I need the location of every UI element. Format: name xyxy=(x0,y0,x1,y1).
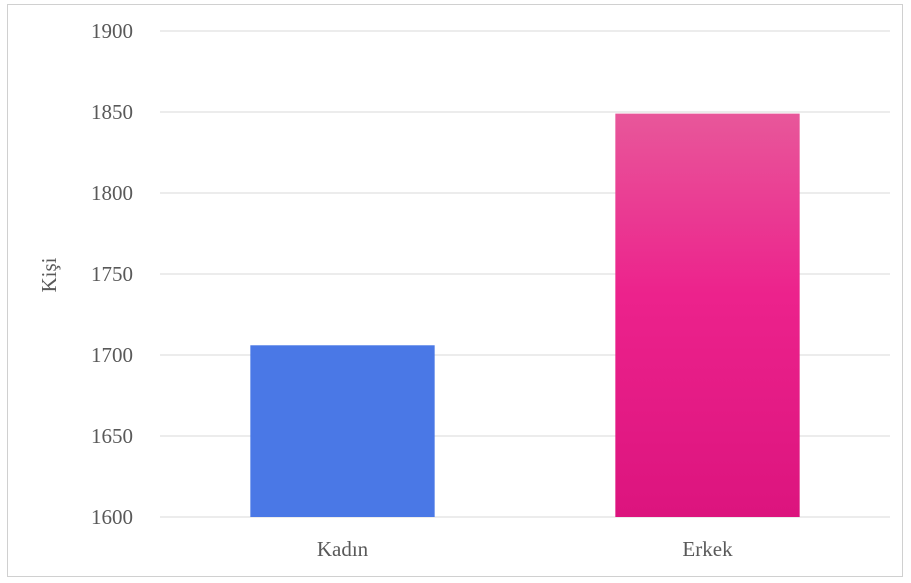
y-axis-label: Kişi xyxy=(37,257,61,292)
bar-kadın xyxy=(250,345,435,517)
bars xyxy=(250,113,800,518)
y-tick-labels: 1600 1650 1700 1750 1800 1850 1900 xyxy=(91,19,133,529)
y-tick-label: 1700 xyxy=(91,343,133,367)
x-category-label: Kadın xyxy=(317,537,369,561)
y-tick-label: 1750 xyxy=(91,262,133,286)
y-tick-label: 1800 xyxy=(91,181,133,205)
x-category-labels: Kadın Erkek xyxy=(317,537,733,561)
bar-erkek xyxy=(615,113,800,518)
y-tick-label: 1900 xyxy=(91,19,133,43)
y-tick-label: 1600 xyxy=(91,505,133,529)
x-category-label: Erkek xyxy=(682,537,733,561)
y-tick-label: 1850 xyxy=(91,100,133,124)
y-tick-label: 1650 xyxy=(91,424,133,448)
